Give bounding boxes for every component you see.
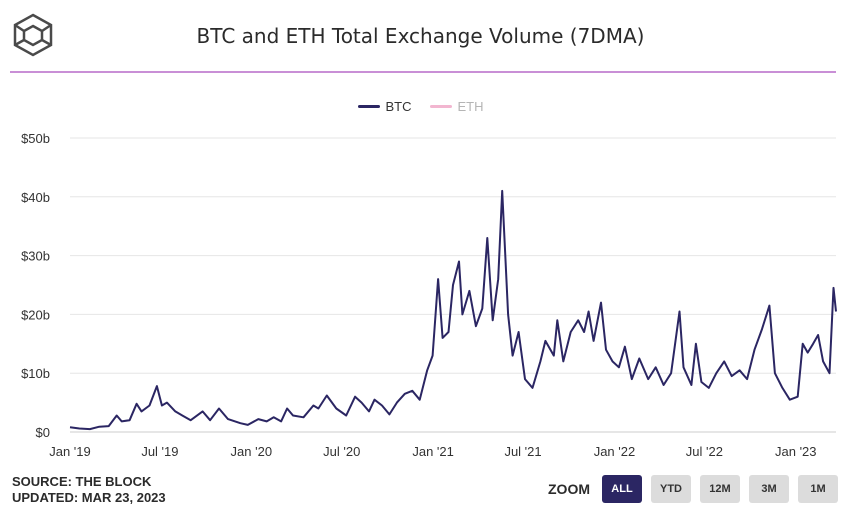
x-axis: Jan '19 Jul '19 Jan '20 Jul '20 Jan '21 Jul '… <box>49 444 816 459</box>
y-axis: $0 $10b $20b $30b $40b $50b <box>21 131 50 440</box>
y-tick-label: $20b <box>21 307 50 322</box>
x-tick-label: Jan '22 <box>594 444 636 459</box>
zoom-ytd-button[interactable]: YTD <box>651 475 691 503</box>
source-text: SOURCE: THE BLOCK <box>12 474 152 489</box>
x-tick-label: Jan '19 <box>49 444 91 459</box>
title-divider <box>10 71 836 73</box>
x-tick-label: Jul '19 <box>141 444 178 459</box>
line-chart: $0$10b$20b$30b$40b$50b Jan '19 Jul '19 Jan… <box>21 131 837 459</box>
y-tick-label: $30b <box>21 249 50 264</box>
chart-series <box>69 189 837 431</box>
zoom-12m-button[interactable]: 12M <box>700 475 740 503</box>
chart-gridlines <box>70 137 836 433</box>
legend-label-btc: BTC <box>385 99 412 114</box>
chart-title: BTC and ETH Total Exchange Volume (7DMA) <box>196 24 645 48</box>
x-tick-label: Jul '22 <box>686 444 723 459</box>
x-tick-label: Jul '20 <box>323 444 360 459</box>
y-tick-label: $50b <box>21 131 50 146</box>
y-tick-label: $0 <box>36 425 50 440</box>
legend-label-eth: ETH <box>457 99 484 114</box>
x-tick-label: Jan '21 <box>412 444 454 459</box>
zoom-controls: ZOOM ALL YTD 12M 3M 1M <box>548 475 838 503</box>
zoom-label: ZOOM <box>548 481 590 497</box>
legend-item-eth[interactable]: ETH <box>429 99 484 114</box>
chart-footer: SOURCE: THE BLOCK UPDATED: MAR 23, 2023 <box>12 474 166 506</box>
x-tick-label: Jan '20 <box>231 444 273 459</box>
updated-text: UPDATED: MAR 23, 2023 <box>12 490 166 505</box>
chart-legend: BTC ETH <box>0 99 841 114</box>
cube-logo-icon <box>13 13 53 57</box>
legend-item-btc[interactable]: BTC <box>357 99 412 114</box>
y-tick-label: $40b <box>21 190 50 205</box>
x-tick-label: Jan '23 <box>775 444 817 459</box>
zoom-1m-button[interactable]: 1M <box>798 475 838 503</box>
zoom-all-button[interactable]: ALL <box>602 475 642 503</box>
legend-swatch-eth <box>429 105 452 108</box>
series-line-btc <box>69 189 837 431</box>
x-tick-label: Jul '21 <box>504 444 541 459</box>
legend-swatch-btc <box>357 105 380 108</box>
y-tick-label: $10b <box>21 366 50 381</box>
zoom-3m-button[interactable]: 3M <box>749 475 789 503</box>
